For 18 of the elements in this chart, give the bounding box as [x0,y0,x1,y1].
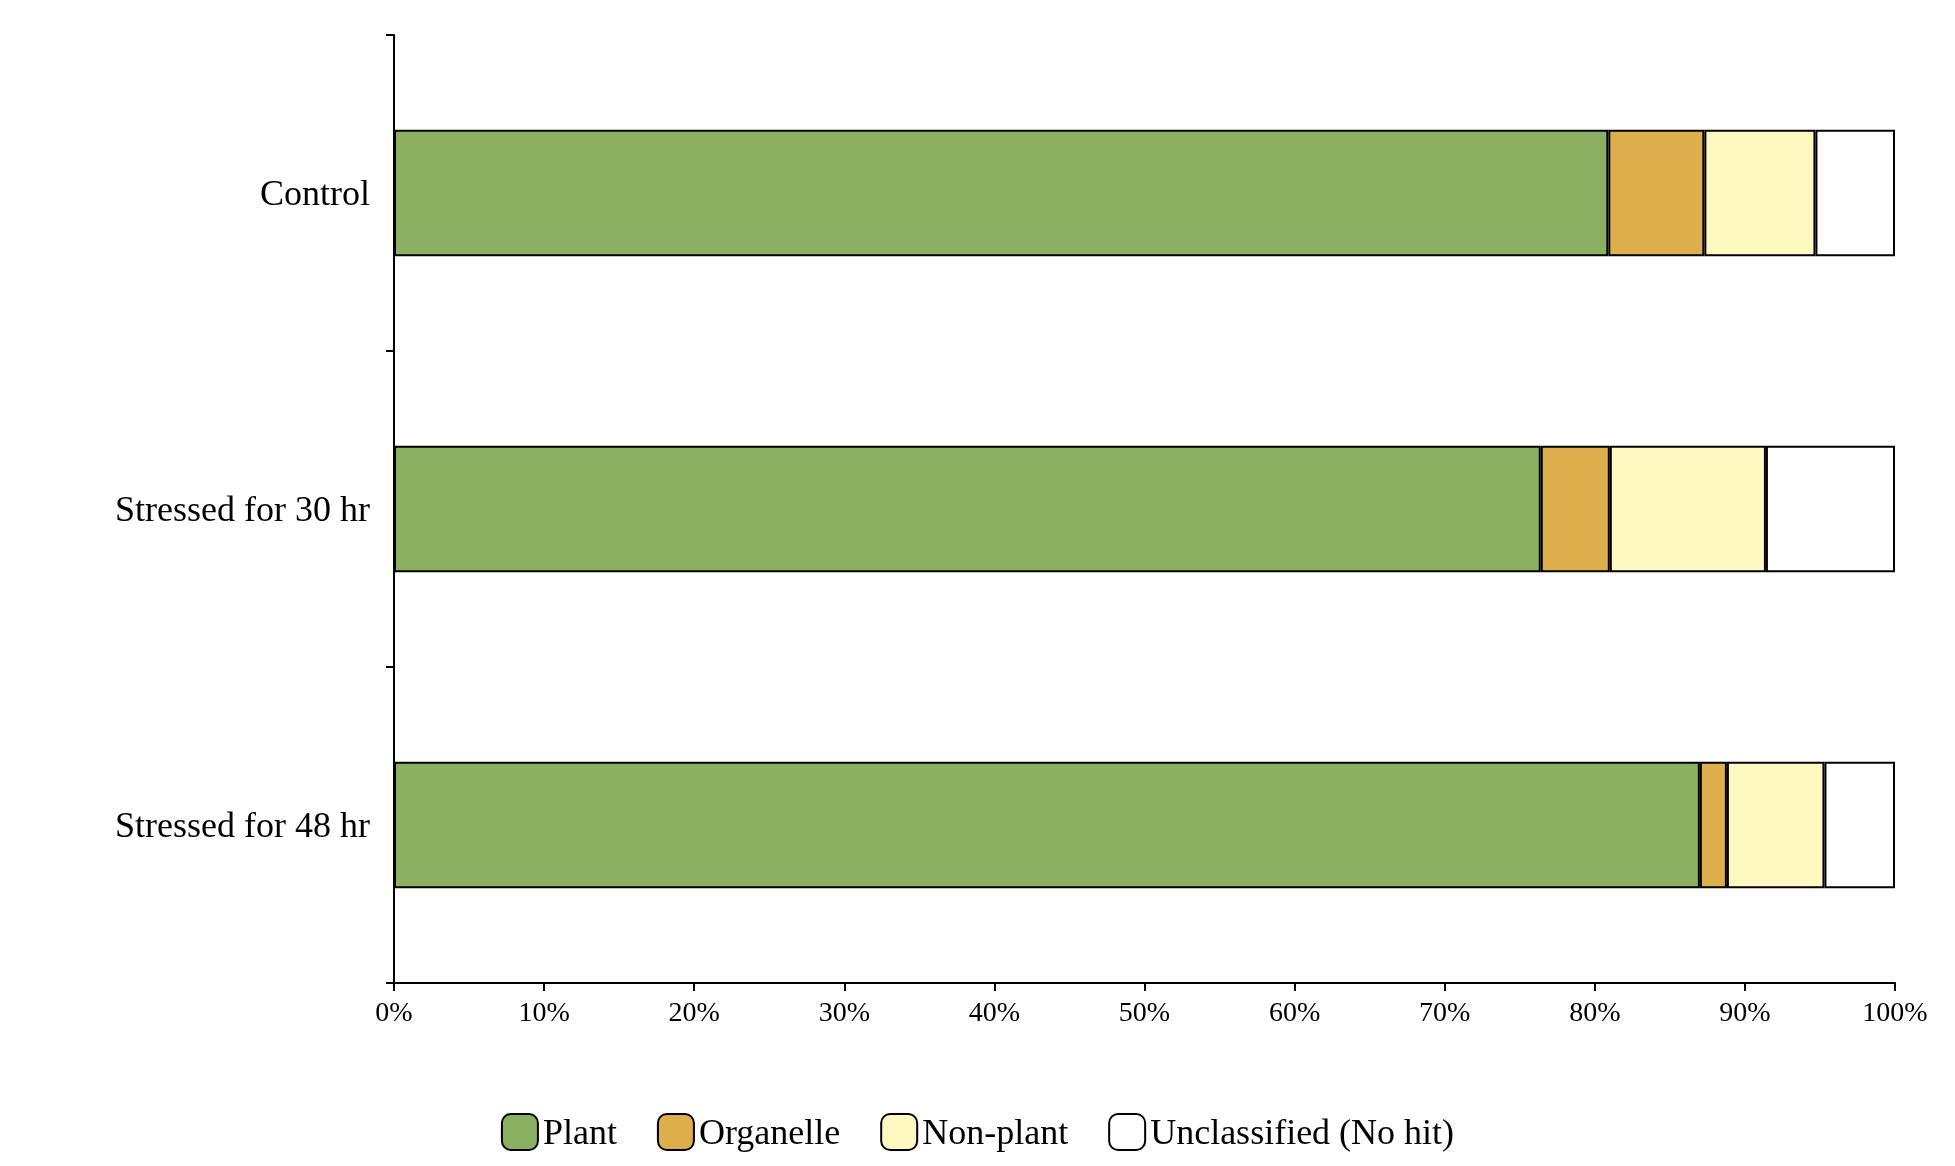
x-tick-label: 10% [518,995,570,1027]
x-tick-label: 50% [1118,995,1171,1027]
legend-label: Unclassified (No hit) [1150,1112,1455,1152]
legend-label: Plant [542,1112,617,1152]
x-tick-label: 70% [1419,995,1471,1027]
x-tick-label: 20% [668,995,720,1027]
x-tick-label: 100% [1862,995,1928,1027]
x-tick-label: 90% [1719,995,1771,1027]
x-tick-label: 40% [968,995,1021,1027]
y-tick-label: Stressed for 30 hr [115,489,371,529]
x-tick-label: 80% [1569,995,1621,1027]
y-tick-label: Stressed for 48 hr [115,805,371,845]
x-tick-label: 0% [375,995,413,1027]
legend-label: Non-plant [922,1112,1069,1152]
x-tick-label: 30% [818,995,870,1027]
legend-label: Organelle [698,1112,841,1152]
y-tick-label: Control [259,173,370,213]
x-tick-label: 60% [1268,995,1321,1027]
